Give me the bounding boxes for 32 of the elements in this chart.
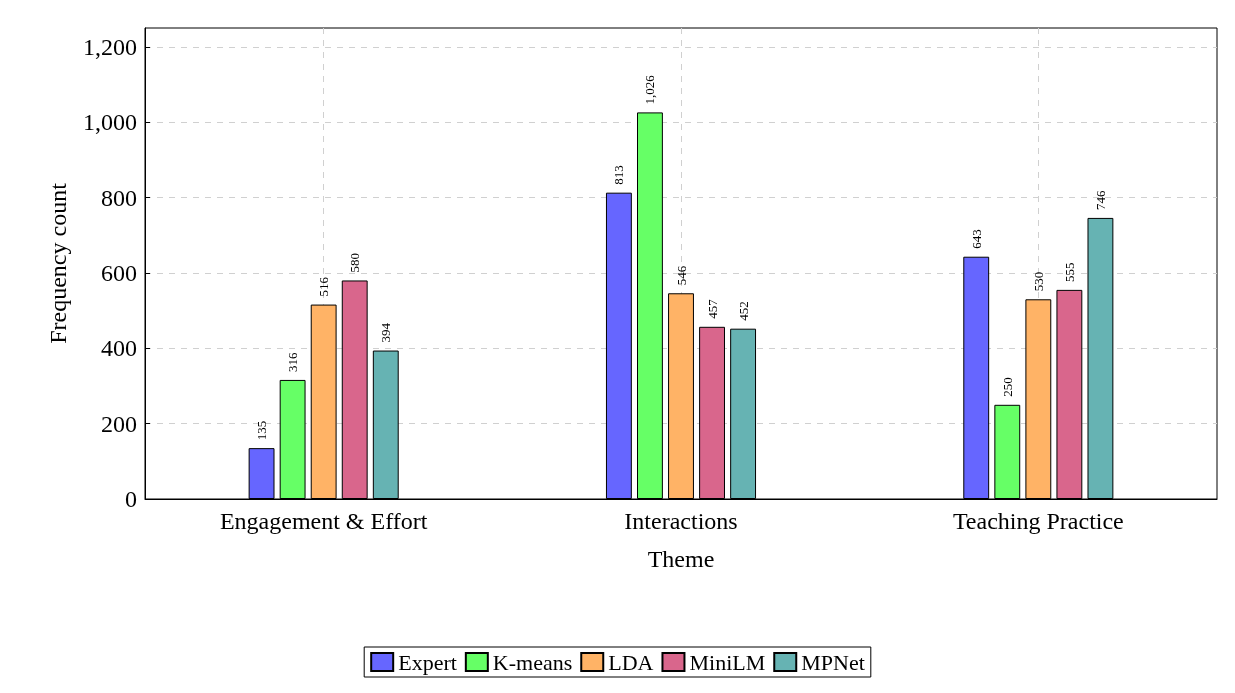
data-label: 580 (347, 252, 363, 273)
legend-label: MiniLM (689, 649, 766, 675)
y-tick-label: 800 (101, 184, 137, 211)
legend-label: LDA (608, 649, 654, 675)
x-tick-label: Engagement & Effort (219, 508, 428, 534)
y-axis-title: Frequency count (45, 182, 71, 344)
y-tick-label: 200 (101, 410, 137, 437)
data-label: 250 (999, 377, 1015, 397)
x-tick-label: Interactions (624, 508, 738, 534)
x-tick-label: Teaching Practice (952, 508, 1124, 534)
data-label: 316 (285, 351, 301, 372)
y-tick-label: 400 (101, 335, 137, 362)
data-label: 813 (611, 165, 627, 185)
data-label: 394 (378, 322, 394, 343)
y-tick-label: 0 (125, 486, 137, 512)
x-axis-title: Theme (647, 546, 715, 572)
data-label: 135 (254, 420, 270, 441)
legend-label: MPNet (801, 649, 865, 675)
data-label: 516 (316, 276, 332, 297)
data-label: 546 (673, 265, 689, 286)
legend-label: K-means (492, 649, 573, 675)
data-label: 555 (1061, 262, 1077, 282)
data-label: 452 (735, 301, 751, 321)
data-label: 457 (704, 298, 720, 319)
y-tick-label: 600 (101, 259, 137, 286)
data-label: 530 (1030, 271, 1046, 292)
data-label: 1,026 (642, 74, 658, 105)
legend-label: Expert (398, 649, 457, 675)
y-tick-label: 1,000 (83, 109, 137, 136)
data-label: 746 (1092, 189, 1108, 210)
data-label: 643 (968, 229, 984, 249)
y-tick-label: 1,200 (83, 33, 137, 60)
